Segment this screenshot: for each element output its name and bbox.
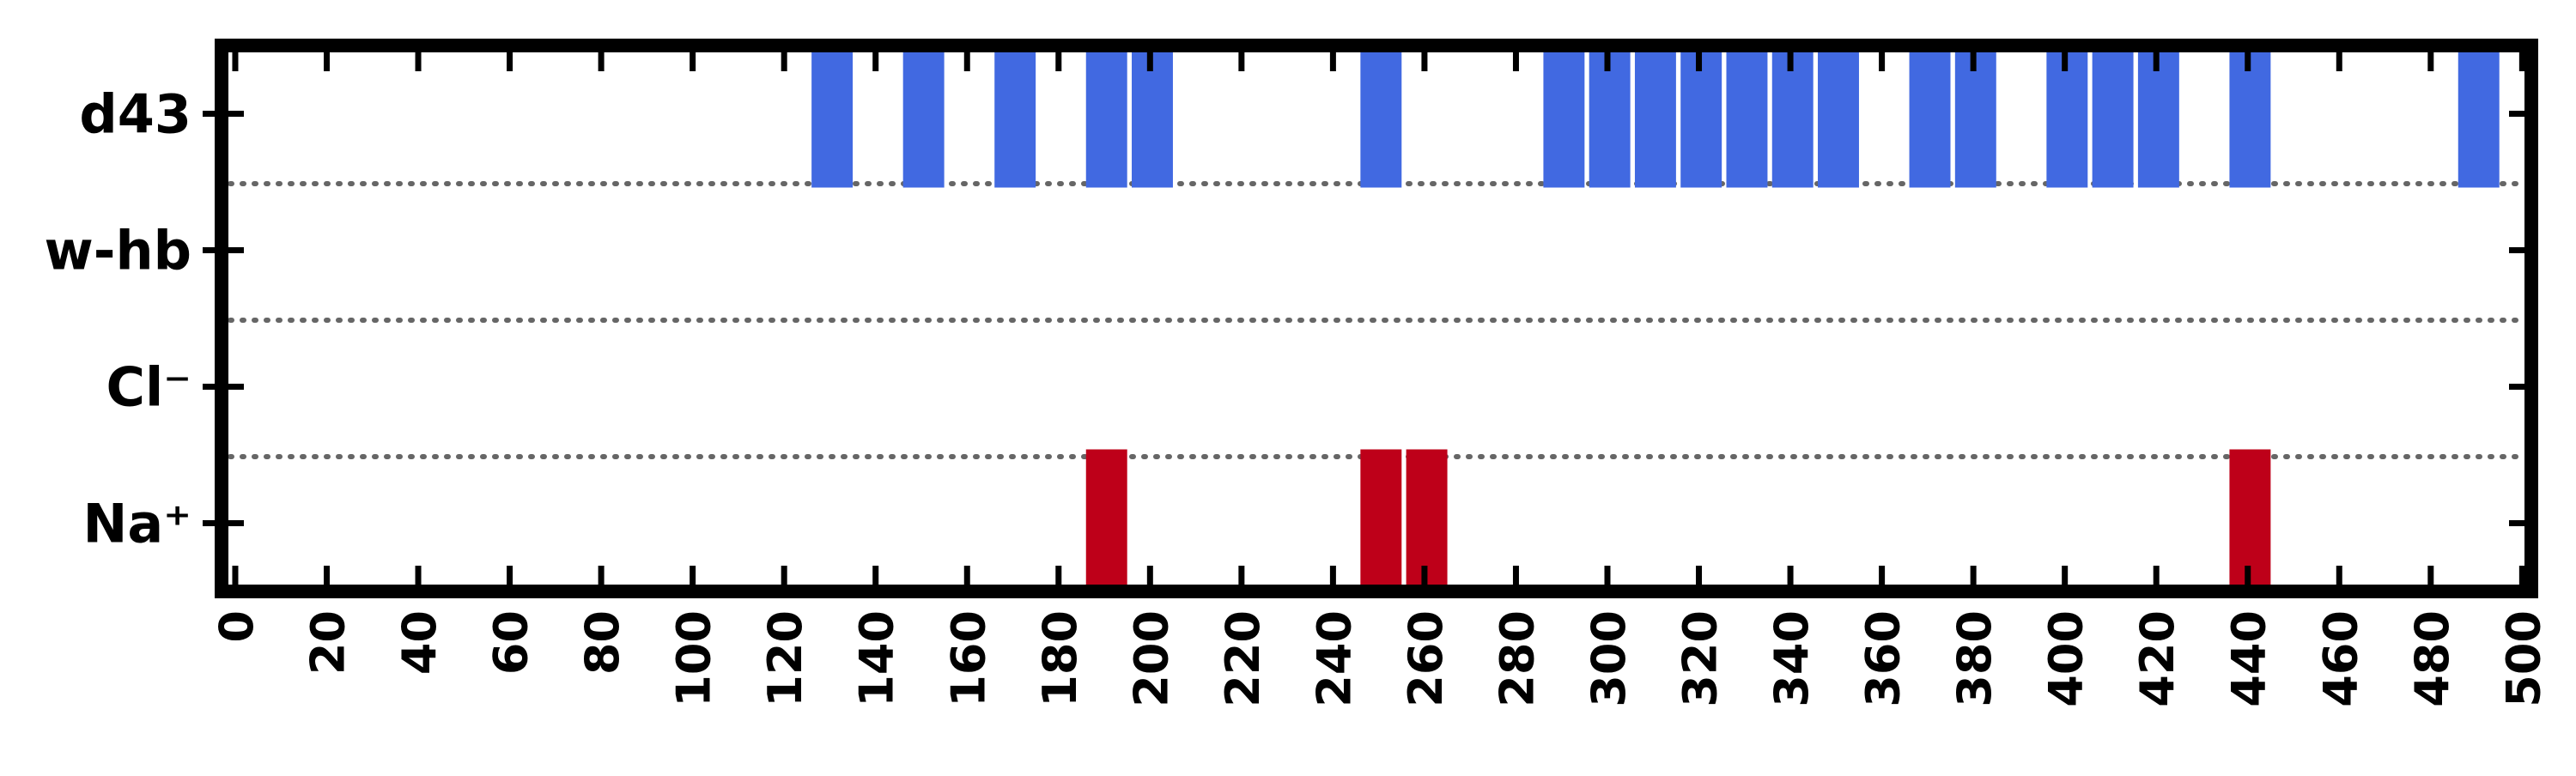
bar-3-0 [1085,449,1127,597]
bar-0-8 [1634,39,1676,188]
x-label-8: 160 [941,610,995,707]
x-label-0: 0 [210,610,264,643]
x-label-16: 320 [1674,610,1728,707]
x-label-19: 380 [1947,610,2002,707]
x-label-18: 360 [1856,610,1911,707]
x-label-9: 180 [1033,610,1087,707]
x-label-15: 300 [1582,610,1636,707]
x-label-4: 80 [575,610,629,675]
y-label-3: Na⁺ [83,493,191,555]
x-label-13: 260 [1399,610,1453,707]
x-label-11: 220 [1216,610,1270,707]
plot-frame [215,39,2538,598]
x-label-3: 60 [484,610,538,675]
x-label-5: 100 [667,610,721,707]
bar-0-10 [1726,39,1768,188]
bar-0-0 [811,39,854,188]
x-axis-labels: 0 20 40 60 80 100 120 140 160 180 200 220 240 260 280 3… [210,610,2550,707]
bar-0-13 [1909,39,1951,188]
bar-0-3 [1085,39,1127,188]
y-label-0: d43 [79,83,191,146]
y-label-2: Cl⁻ [106,356,191,419]
x-label-24: 480 [2405,610,2459,707]
bar-0-12 [1818,39,1859,188]
y-axis-labels: d43 w-hb Cl⁻ Na⁺ [44,83,191,555]
y-label-1: w-hb [44,220,191,282]
bar-0-2 [994,39,1036,188]
x-label-10: 200 [1124,610,1178,707]
x-label-23: 460 [2313,610,2367,707]
x-label-21: 420 [2130,610,2184,707]
bar-0-16 [2092,39,2134,188]
x-label-22: 440 [2222,610,2276,707]
bar-0-1 [902,39,945,188]
x-label-20: 400 [2039,610,2093,707]
x-label-14: 280 [1490,610,1544,707]
bar-0-6 [1543,39,1585,188]
bar-0-5 [1360,39,1402,188]
interval-bars [811,39,2500,597]
x-label-17: 340 [1765,610,1819,707]
row-separators [228,181,2525,459]
x-label-2: 40 [392,610,447,675]
x-label-7: 140 [850,610,904,707]
bar-0-19 [2458,39,2500,188]
x-label-6: 120 [758,610,812,707]
x-label-12: 240 [1307,610,1361,707]
x-label-25: 500 [2496,610,2550,707]
bar-3-1 [1360,449,1402,597]
x-label-1: 20 [301,610,355,675]
